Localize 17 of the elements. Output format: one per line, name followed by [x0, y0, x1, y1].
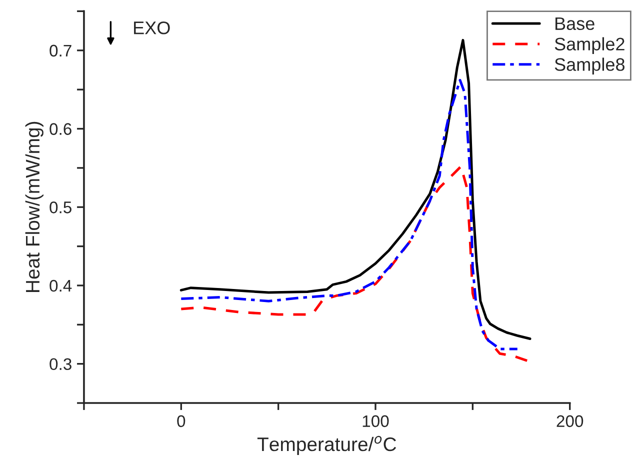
- y-tick-label: 0.3: [50, 358, 72, 370]
- legend-label: Sample2: [554, 37, 624, 54]
- y-tick-label: 0.5: [50, 202, 72, 214]
- line-series: [180, 38, 532, 340]
- annotation: EXO: [134, 21, 170, 34]
- y-axis-title: Heat Flow/(mW/mg): [25, 122, 44, 292]
- legend-label: Sample8: [554, 58, 624, 74]
- x-tick-label: 200: [556, 415, 584, 428]
- legend-label: Base: [555, 17, 594, 30]
- x-tick-label: 0: [177, 415, 186, 428]
- line-series: [180, 165, 528, 362]
- x-tick-label: 100: [362, 415, 389, 428]
- line-series: [180, 78, 519, 350]
- y-tick-label: 0.6: [50, 123, 72, 135]
- y-tick-label: 0.4: [50, 280, 72, 292]
- y-tick-label: 0.7: [50, 44, 72, 57]
- x-axis-title: Temperature/$^{o}$C: [257, 436, 396, 456]
